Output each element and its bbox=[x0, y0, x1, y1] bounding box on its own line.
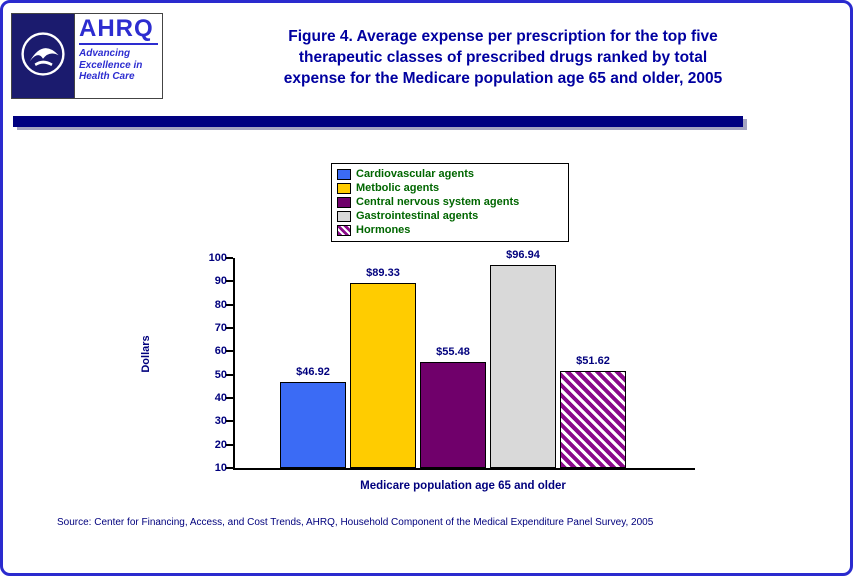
y-tick-mark bbox=[226, 303, 233, 306]
legend-swatch bbox=[337, 211, 351, 222]
bar-cardiovascular-agents: $46.92 bbox=[280, 366, 346, 468]
hhs-seal-icon bbox=[19, 30, 67, 83]
legend-label: Cardiovascular agents bbox=[356, 168, 474, 180]
hhs-logo bbox=[12, 14, 74, 98]
y-tick-mark bbox=[226, 443, 233, 446]
legend-swatch bbox=[337, 225, 351, 236]
legend-swatch bbox=[337, 183, 351, 194]
legend-item: Metbolic agents bbox=[337, 182, 563, 195]
legend-swatch bbox=[337, 169, 351, 180]
y-tick-label: 30 bbox=[214, 415, 227, 428]
y-tick-label: 50 bbox=[214, 368, 227, 381]
y-tick-mark bbox=[226, 327, 233, 329]
ahrq-tagline-line: Excellence in bbox=[79, 59, 143, 71]
bar-value-label: $46.92 bbox=[296, 365, 330, 378]
bar-value-label: $96.94 bbox=[506, 249, 540, 262]
bar-value-label: $89.33 bbox=[366, 266, 400, 279]
y-tick-label: 80 bbox=[214, 298, 227, 311]
plot-area: $46.92 $89.33 $55.48 $96.94 $51.62 bbox=[226, 249, 695, 470]
ahrq-wordmark: AHRQ bbox=[79, 15, 154, 42]
ahrq-rule bbox=[79, 43, 158, 45]
ahrq-tagline: Advancing Excellence in Health Care bbox=[79, 48, 158, 83]
legend-label: Central nervous system agents bbox=[356, 196, 520, 208]
y-tick-label: 100 bbox=[208, 252, 227, 264]
y-tick-label: 70 bbox=[214, 322, 227, 334]
y-tick-label: 20 bbox=[214, 438, 227, 451]
y-tick-label: 60 bbox=[214, 345, 227, 358]
source-note: Source: Center for Financing, Access, an… bbox=[57, 517, 654, 528]
legend: Cardiovascular agents Metbolic agents Cent… bbox=[331, 163, 569, 242]
legend-item: Cardiovascular agents bbox=[337, 168, 563, 181]
y-tick-mark bbox=[226, 350, 233, 353]
y-axis-labels: 10 20 30 40 50 60 70 80 90 100 bbox=[195, 252, 227, 474]
bar-hormones: $51.62 bbox=[560, 355, 626, 468]
bar-central-nervous-system-agents: $55.48 bbox=[420, 346, 486, 468]
figure-title-line: expense for the Medicare population age … bbox=[283, 69, 723, 87]
logo-block: AHRQ Advancing Excellence in Health Care bbox=[11, 13, 163, 99]
y-tick-label: 90 bbox=[214, 275, 227, 288]
y-tick-mark bbox=[226, 373, 233, 376]
y-tick-label: 10 bbox=[214, 462, 227, 474]
y-tick-mark bbox=[226, 397, 233, 399]
figure-title: Figure 4. Average expense per prescripti… bbox=[223, 27, 783, 90]
ahrq-tagline-line: Health Care bbox=[79, 71, 135, 82]
legend-label: Gastrointestinal agents bbox=[356, 210, 479, 222]
y-axis-title: Dollars bbox=[140, 335, 152, 373]
legend-label: Metbolic agents bbox=[356, 182, 440, 194]
x-axis-title: Medicare population age 65 and older bbox=[360, 480, 566, 492]
ahrq-logo: AHRQ Advancing Excellence in Health Care bbox=[74, 14, 162, 98]
legend-label: Hormones bbox=[356, 224, 411, 236]
legend-item: Central nervous system agents bbox=[337, 196, 563, 209]
figure-title-line: therapeutic classes of prescribed drugs … bbox=[298, 48, 708, 66]
ahrq-tagline-line: Advancing bbox=[79, 48, 131, 59]
legend-item: Gastrointestinal agents bbox=[337, 210, 563, 223]
header-divider-bar bbox=[13, 116, 743, 127]
y-tick-mark bbox=[226, 257, 233, 259]
bar-metbolic-agents: $89.33 bbox=[350, 267, 416, 468]
legend-item: Hormones bbox=[337, 224, 563, 237]
legend-swatch bbox=[337, 197, 351, 208]
y-tick-mark bbox=[226, 420, 233, 423]
y-tick-label: 40 bbox=[214, 392, 227, 404]
figure-title-line: Figure 4. Average expense per prescripti… bbox=[288, 28, 718, 45]
bar-gastrointestinal-agents: $96.94 bbox=[490, 249, 556, 468]
bar-value-label: $55.48 bbox=[436, 345, 470, 358]
y-tick-mark bbox=[226, 280, 233, 283]
bar-value-label: $51.62 bbox=[576, 354, 610, 367]
y-tick-mark bbox=[226, 467, 233, 469]
